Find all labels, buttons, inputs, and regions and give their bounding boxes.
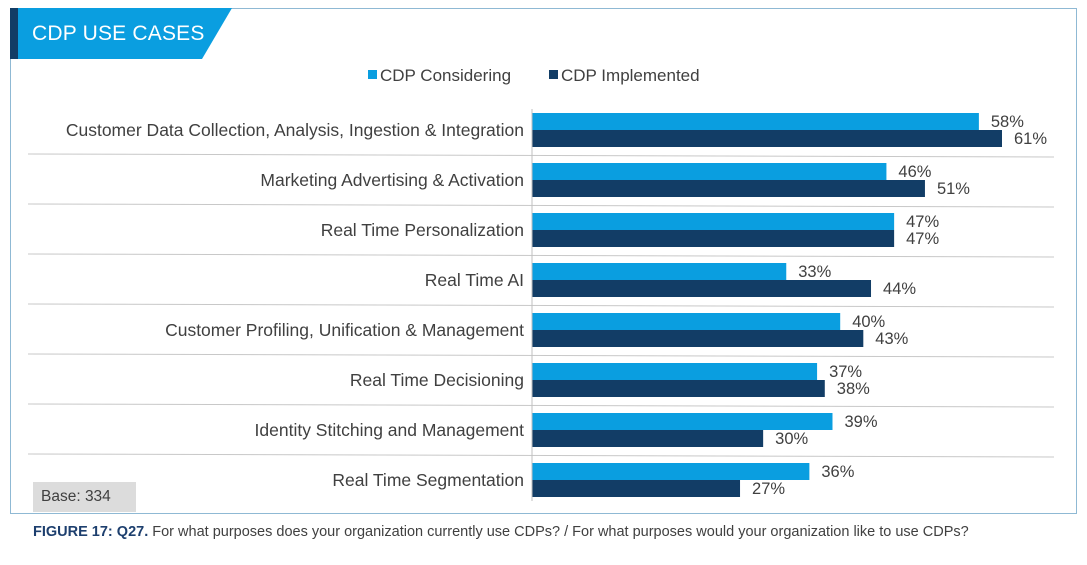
value-label: 38%: [837, 380, 870, 398]
value-label: 47%: [906, 213, 939, 231]
bar-implemented: [532, 330, 864, 347]
legend-label-2: CDP Implemented: [561, 66, 700, 85]
value-label: 33%: [798, 263, 831, 281]
bar-implemented: [532, 230, 895, 247]
category-label: Customer Data Collection, Analysis, Inge…: [66, 120, 524, 140]
legend-swatch-1: [368, 70, 377, 79]
bar-considering: [532, 313, 841, 330]
row-separator: [27, 303, 1055, 308]
header-banner: [10, 8, 232, 59]
base-note: Base: 334: [33, 482, 136, 512]
value-label: 43%: [875, 330, 908, 348]
value-label: 51%: [937, 180, 970, 198]
row-separator: [27, 353, 1055, 358]
legend-swatch-2: [549, 70, 558, 79]
category-label: Real Time AI: [425, 270, 524, 290]
bar-considering: [532, 263, 787, 280]
bar-considering: [532, 113, 979, 130]
value-label: 47%: [906, 230, 939, 248]
bar-implemented: [532, 280, 872, 297]
value-label: 37%: [829, 363, 862, 381]
category-label: Real Time Personalization: [321, 220, 524, 240]
header-banner-shape: [10, 8, 232, 59]
legend-label-1: CDP Considering: [380, 66, 511, 85]
value-label: 46%: [898, 163, 931, 181]
figure-question: For what purposes does your organization…: [152, 524, 969, 540]
value-label: 27%: [752, 480, 785, 498]
row-separator: [27, 203, 1055, 208]
chart-title: CDP USE CASES: [32, 22, 205, 45]
bar-considering: [532, 163, 887, 180]
bar-implemented: [532, 430, 764, 447]
figure-caption: FIGURE 17: Q27. For what purposes does y…: [33, 523, 1033, 542]
row-separator: [27, 253, 1055, 258]
value-label: 44%: [883, 280, 916, 298]
value-label: 36%: [821, 463, 854, 481]
category-label: Customer Profiling, Unification & Manage…: [165, 320, 524, 340]
value-label: 39%: [844, 413, 877, 431]
bar-considering: [532, 463, 810, 480]
row-separator: [27, 453, 1055, 458]
category-label: Real Time Segmentation: [332, 470, 524, 490]
bar-implemented: [532, 480, 741, 497]
bar-implemented: [532, 180, 925, 197]
category-label: Real Time Decisioning: [350, 370, 524, 390]
bar-implemented: [532, 380, 825, 397]
value-label: 40%: [852, 313, 885, 331]
row-separator: [27, 403, 1055, 408]
category-label: Marketing Advertising & Activation: [260, 170, 524, 190]
bar-implemented: [532, 130, 1002, 147]
bar-considering: [532, 413, 833, 430]
row-separator: [27, 153, 1055, 158]
bar-considering: [532, 213, 895, 230]
bar-considering: [532, 363, 818, 380]
value-label: 30%: [775, 430, 808, 448]
category-label: Identity Stitching and Management: [255, 420, 525, 440]
value-label: 61%: [1014, 130, 1047, 148]
value-label: 58%: [991, 113, 1024, 131]
figure-number: FIGURE 17: Q27.: [33, 524, 149, 540]
